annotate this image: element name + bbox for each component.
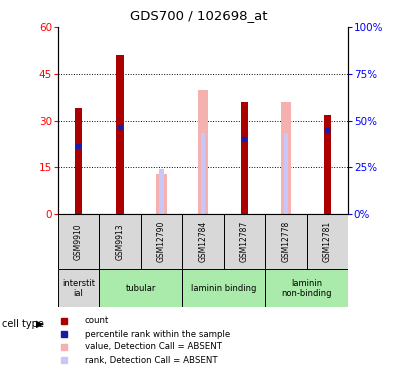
- Text: ▶: ▶: [36, 319, 44, 329]
- Text: GSM12787: GSM12787: [240, 221, 249, 262]
- Bar: [58, 269, 99, 307]
- Bar: [281, 102, 291, 214]
- Bar: [58, 214, 99, 269]
- Text: interstit
ial: interstit ial: [62, 279, 95, 298]
- Bar: [182, 214, 224, 269]
- Bar: [160, 169, 164, 214]
- Bar: [265, 214, 307, 269]
- Bar: [141, 214, 182, 269]
- Bar: [324, 115, 331, 214]
- Text: percentile rank within the sample: percentile rank within the sample: [84, 330, 230, 339]
- Bar: [116, 56, 124, 214]
- Text: GSM12784: GSM12784: [199, 221, 207, 262]
- Bar: [198, 90, 208, 214]
- Text: GSM12781: GSM12781: [323, 221, 332, 262]
- Text: GSM9913: GSM9913: [115, 223, 125, 260]
- Text: value, Detection Call = ABSENT: value, Detection Call = ABSENT: [84, 343, 222, 351]
- Bar: [265, 269, 348, 307]
- Bar: [307, 214, 348, 269]
- Text: tubular: tubular: [125, 284, 156, 293]
- Bar: [156, 174, 167, 214]
- Bar: [99, 214, 141, 269]
- Text: GSM9910: GSM9910: [74, 223, 83, 260]
- Text: GSM12790: GSM12790: [157, 221, 166, 262]
- Text: cell type: cell type: [2, 319, 44, 329]
- Text: rank, Detection Call = ABSENT: rank, Detection Call = ABSENT: [84, 356, 217, 365]
- Bar: [201, 133, 205, 214]
- Bar: [75, 108, 82, 214]
- Bar: [284, 133, 288, 214]
- Text: laminin
non-binding: laminin non-binding: [281, 279, 332, 298]
- Text: count: count: [84, 316, 109, 325]
- Bar: [241, 102, 248, 214]
- Bar: [224, 214, 265, 269]
- Text: GDS700 / 102698_at: GDS700 / 102698_at: [130, 9, 268, 22]
- Bar: [182, 269, 265, 307]
- Text: GSM12778: GSM12778: [281, 221, 291, 262]
- Text: laminin binding: laminin binding: [191, 284, 256, 293]
- Bar: [99, 269, 182, 307]
